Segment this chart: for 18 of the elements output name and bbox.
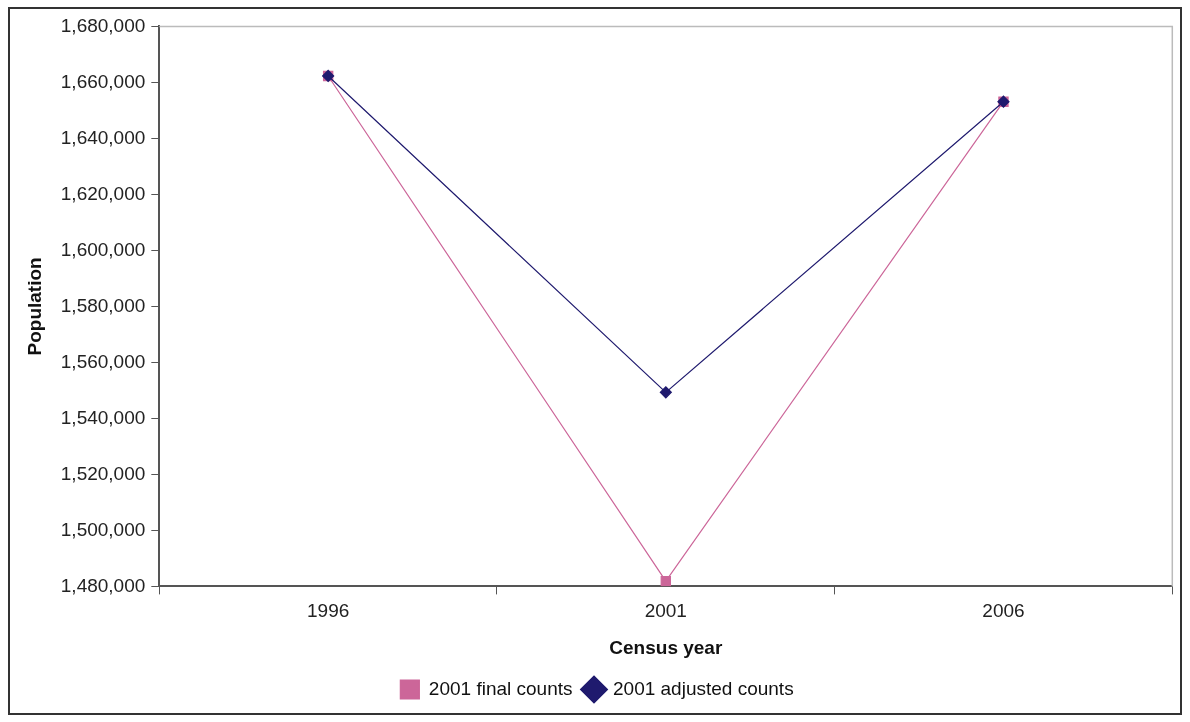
y-tick-label: 1,620,000 — [60, 182, 146, 204]
x-tick-label: 2001 — [644, 600, 687, 622]
y-tick-label: 1,480,000 — [60, 574, 146, 596]
y-tick-label: 1,600,000 — [60, 238, 146, 260]
y-tick-label: 1,520,000 — [60, 462, 146, 484]
y-tick-label: 1,640,000 — [60, 126, 146, 148]
x-tick-label: 1996 — [307, 600, 350, 622]
legend-label: 2001 final counts — [428, 677, 573, 699]
y-tick-label: 1,580,000 — [60, 294, 146, 316]
y-tick-label: 1,660,000 — [60, 70, 146, 92]
y-tick-label: 1,540,000 — [60, 406, 146, 428]
y-tick-label: 1,560,000 — [60, 350, 146, 372]
y-axis-title: Population — [23, 257, 45, 356]
y-tick-label: 1,500,000 — [60, 518, 146, 540]
y-tick-label: 1,680,000 — [60, 14, 146, 36]
legend-label: 2001 adjusted counts — [613, 677, 794, 699]
x-axis-title: Census year — [609, 636, 723, 658]
x-tick-label: 2006 — [982, 600, 1025, 622]
